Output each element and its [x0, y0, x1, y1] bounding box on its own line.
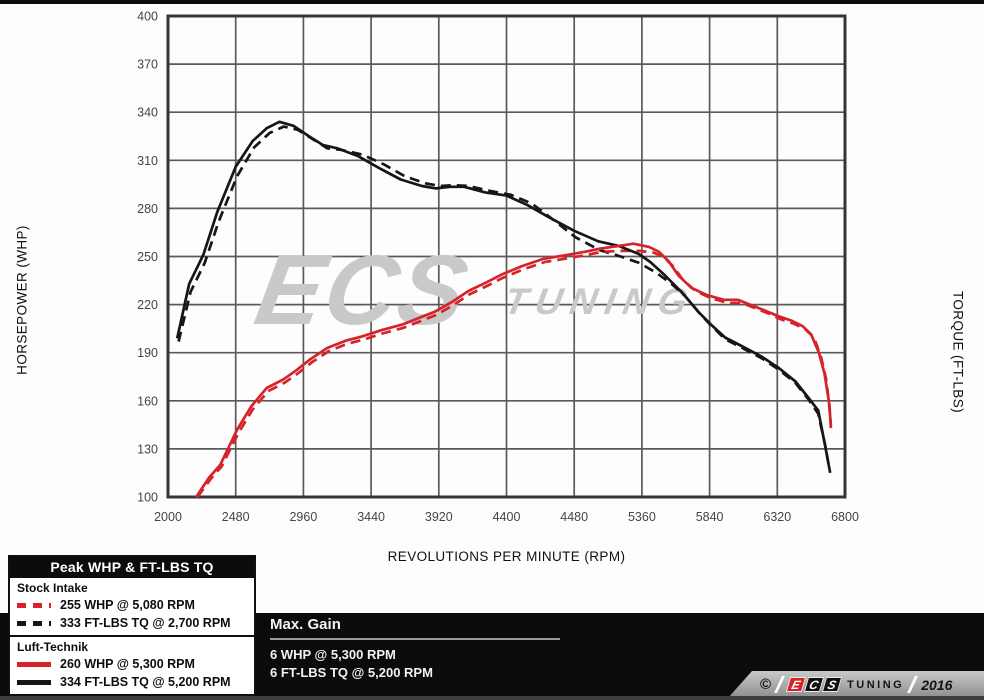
black-solid-swatch [17, 679, 51, 685]
legend-row: 260 WHP @ 5,300 RPM [17, 655, 247, 673]
legend-row: 333 FT-LBS TQ @ 2,700 RPM [17, 614, 247, 632]
max-gain-divider [270, 638, 560, 640]
legend-title: Peak WHP & FT-LBS TQ [10, 557, 254, 578]
curve-stock-intake-whp [196, 249, 833, 498]
legend-row-text: 333 FT-LBS TQ @ 2,700 RPM [60, 616, 231, 630]
svg-text:5360: 5360 [628, 510, 656, 524]
svg-text:400: 400 [137, 10, 158, 24]
max-gain-torque: 6 FT-LBS TQ @ 5,200 RPM [270, 664, 433, 680]
top-black-strip [0, 0, 984, 4]
black-dashed-swatch [17, 620, 51, 626]
svg-text:5840: 5840 [696, 510, 724, 524]
legend-section-stock: Stock Intake 255 WHP @ 5,080 RPM 333 FT-… [10, 578, 254, 635]
svg-text:4480: 4480 [560, 510, 588, 524]
legend-row-text: 255 WHP @ 5,080 RPM [60, 598, 195, 612]
x-axis-title: REVOLUTIONS PER MINUTE (RPM) [387, 549, 626, 564]
max-gain-panel: Max. Gain 6 WHP @ 5,300 RPM 6 FT-LBS TQ … [270, 616, 590, 681]
ecs-tuning-footer-banner: © E C S TUNING 2016 [728, 671, 984, 698]
red-dashed-swatch [17, 602, 51, 608]
ecs-logo-tuning-text: TUNING [847, 678, 905, 691]
ecs-logo: E C S [785, 677, 843, 692]
chart-curves [175, 120, 833, 498]
ecs-logo-letter-s: S [821, 677, 843, 692]
svg-text:4400: 4400 [493, 510, 521, 524]
legend-row-text: 334 FT-LBS TQ @ 5,200 RPM [60, 675, 231, 689]
ecs-logo-letter-c: C [803, 677, 825, 692]
legend-box: Peak WHP & FT-LBS TQ Stock Intake 255 WH… [8, 555, 256, 696]
svg-text:250: 250 [137, 250, 158, 264]
banner-slash-icon [907, 676, 919, 693]
chart-grid: 2000 2480 2960 3440 3920 4400 4480 5360 5840 6320… [137, 10, 859, 525]
curve-luft-technik-torque [175, 120, 832, 474]
copyright-symbol: © [760, 676, 772, 693]
svg-text:3440: 3440 [357, 510, 385, 524]
legend-section-luft-technik: Luft-Technik 260 WHP @ 5,300 RPM 334 FT-… [10, 635, 254, 694]
svg-text:6320: 6320 [763, 510, 791, 524]
curve-stock-intake-torque [177, 125, 831, 470]
legend-section-label: Luft-Technik [17, 640, 89, 654]
bottom-gray-edge [0, 696, 984, 700]
svg-text:340: 340 [137, 106, 158, 120]
legend-row: 255 WHP @ 5,080 RPM [17, 596, 247, 614]
svg-text:370: 370 [137, 58, 158, 72]
banner-slash-icon [774, 676, 786, 693]
svg-text:130: 130 [137, 442, 158, 456]
red-solid-swatch [17, 661, 51, 667]
svg-text:2960: 2960 [289, 510, 317, 524]
curve-luft-technik-whp [195, 242, 833, 498]
svg-text:100: 100 [137, 491, 158, 505]
ecs-logo-letter-e: E [785, 677, 807, 692]
y-axis-title-left: HORSEPOWER (WHP) [14, 225, 30, 375]
svg-text:190: 190 [137, 346, 158, 360]
svg-text:3920: 3920 [425, 510, 453, 524]
svg-text:280: 280 [137, 202, 158, 216]
svg-text:160: 160 [137, 394, 158, 408]
footer-year: 2016 [921, 676, 953, 693]
max-gain-whp: 6 WHP @ 5,300 RPM [270, 647, 396, 662]
y-axis-title-right: TORQUE (FT-LBS) [950, 290, 966, 414]
legend-row-text: 260 WHP @ 5,300 RPM [60, 657, 195, 671]
legend-section-label: Stock Intake [17, 581, 88, 595]
legend-row: 334 FT-LBS TQ @ 5,200 RPM [17, 673, 247, 691]
max-gain-title: Max. Gain [270, 616, 341, 633]
svg-text:2480: 2480 [222, 510, 250, 524]
svg-text:310: 310 [137, 154, 158, 168]
svg-text:6800: 6800 [831, 510, 859, 524]
svg-text:2000: 2000 [154, 510, 182, 524]
svg-text:220: 220 [137, 298, 158, 312]
